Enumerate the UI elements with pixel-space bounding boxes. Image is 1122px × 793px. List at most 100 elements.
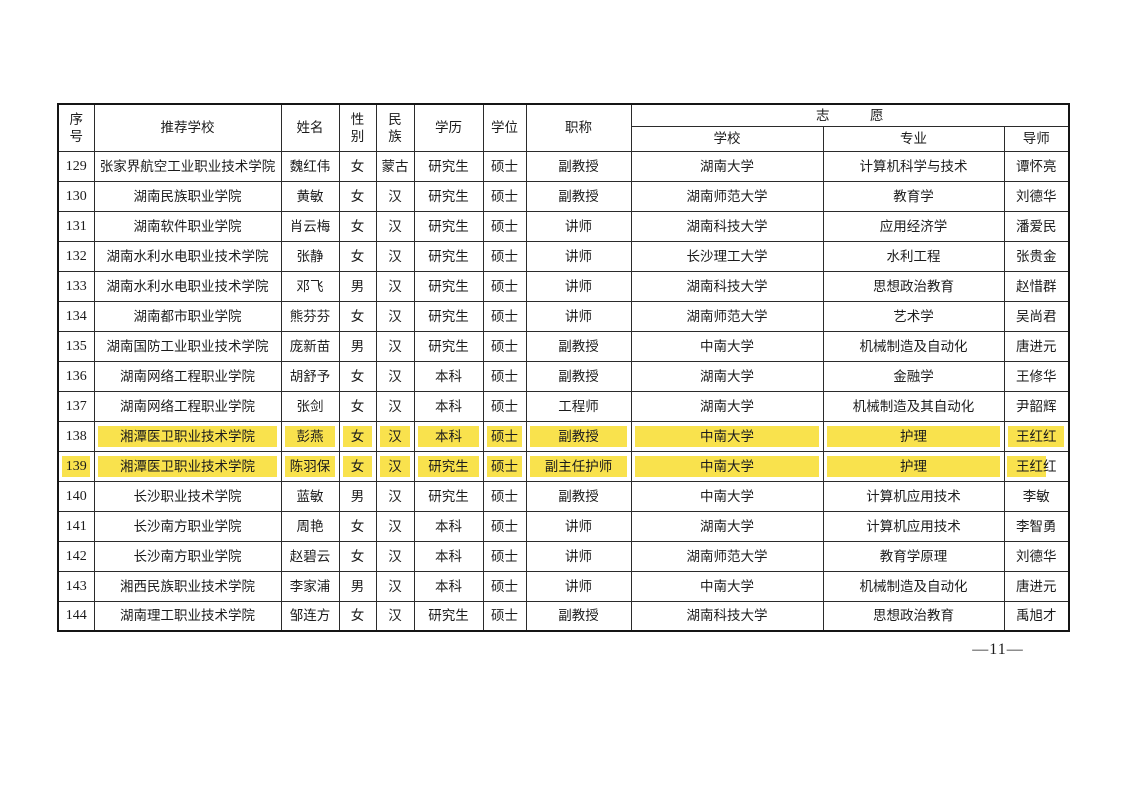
cell-wish-mentor: 赵惜群 [1003,270,1070,302]
cell-ethnicity: 汉 [375,480,415,512]
cell-education: 研究生 [413,240,484,272]
cell-school: 长沙南方职业学院 [93,540,282,572]
table-row: 142 长沙南方职业学院 赵碧云女汉本科 硕士 讲师 湖南师范大学 教育学原理 刘德华 [57,540,1070,572]
cell-degree: 硕士 [482,210,527,242]
cell-wish-school: 中南大学 [630,570,824,602]
cell-wish-mentor: 张贵金 [1003,240,1070,272]
cell-education: 研究生 [413,450,484,482]
cell-title: 副教授 [525,420,632,452]
table-row: 139 湘潭医卫职业技术学院 陈羽保女汉研究生 硕士 副主任护师 中南大学 护理 王红红 [57,450,1070,482]
cell-ethnicity: 汉 [375,420,415,452]
cell-wish-mentor: 李敏 [1003,480,1070,512]
cell-gender: 女 [338,540,377,572]
header-degree: 学位 [482,103,527,152]
cell-no: 135 [57,330,95,362]
cell-school: 湖南民族职业学院 [93,180,282,212]
cell-name: 陈羽保 [280,450,340,482]
cell-wish-major: 艺术学 [822,300,1005,332]
table-row: 132 湖南水利水电职业技术学院 张静女汉研究生 硕士 讲师 长沙理工大学 水利工程 张贵金 [57,240,1070,272]
cell-no: 138 [57,420,95,452]
cell-degree: 硕士 [482,540,527,572]
cell-title: 讲师 [525,570,632,602]
cell-no: 130 [57,180,95,212]
cell-ethnicity: 汉 [375,270,415,302]
table-row: 129 张家界航空工业职业技术学院 魏红伟女蒙古 研究生 硕士 副教授 湖南大学 计算机科学与… [57,150,1070,182]
cell-school: 张家界航空工业职业技术学院 [93,150,282,182]
cell-ethnicity: 蒙古 [375,150,415,182]
cell-name: 赵碧云 [280,540,340,572]
header-wish-major: 专业 [822,125,1005,152]
cell-degree: 硕士 [482,600,527,632]
table-row: 134 湖南都市职业学院 熊芬芬女汉研究生 硕士 讲师 湖南师范大学 艺术学 吴尚君 [57,300,1070,332]
cell-school: 湘潭医卫职业技术学院 [93,450,282,482]
cell-school: 湖南国防工业职业技术学院 [93,330,282,362]
cell-wish-mentor: 刘德华 [1003,540,1070,572]
cell-wish-mentor: 李智勇 [1003,510,1070,542]
page-number: —11— [972,641,1024,658]
cell-title: 副教授 [525,600,632,632]
cell-education: 研究生 [413,300,484,332]
cell-wish-major: 教育学 [822,180,1005,212]
cell-wish-school: 湖南大学 [630,390,824,422]
cell-wish-mentor: 王红红 [1003,420,1070,452]
cell-no: 144 [57,600,95,632]
cell-wish-mentor: 唐进元 [1003,570,1070,602]
cell-title: 讲师 [525,300,632,332]
cell-school: 湘潭医卫职业技术学院 [93,420,282,452]
cell-no: 140 [57,480,95,512]
cell-ethnicity: 汉 [375,390,415,422]
table-row: 140 长沙职业技术学院 蓝敏男汉研究生 硕士 副教授 中南大学 计算机应用技术 李敏 [57,480,1070,512]
cell-name: 庞新苗 [280,330,340,362]
cell-education: 本科 [413,510,484,542]
cell-ethnicity: 汉 [375,210,415,242]
cell-gender: 女 [338,510,377,542]
cell-wish-school: 湖南科技大学 [630,600,824,632]
cell-name: 邓飞 [280,270,340,302]
table-row: 131 湖南软件职业学院 肖云梅女汉研究生 硕士 讲师 湖南科技大学 应用经济学 潘爱民 [57,210,1070,242]
cell-degree: 硕士 [482,480,527,512]
cell-wish-mentor: 禹旭才 [1003,600,1070,632]
cell-ethnicity: 汉 [375,360,415,392]
cell-education: 本科 [413,390,484,422]
cell-title: 副主任护师 [525,450,632,482]
cell-school: 湖南水利水电职业技术学院 [93,240,282,272]
cell-gender: 女 [338,450,377,482]
cell-wish-mentor: 尹韶辉 [1003,390,1070,422]
cell-education: 研究生 [413,180,484,212]
cell-wish-mentor: 唐进元 [1003,330,1070,362]
cell-education: 本科 [413,570,484,602]
cell-wish-school: 湖南大学 [630,510,824,542]
cell-no: 133 [57,270,95,302]
cell-wish-mentor: 吴尚君 [1003,300,1070,332]
cell-degree: 硕士 [482,330,527,362]
cell-wish-school: 中南大学 [630,420,824,452]
cell-name: 胡舒予 [280,360,340,392]
cell-title: 副教授 [525,480,632,512]
cell-degree: 硕士 [482,360,527,392]
cell-ethnicity: 汉 [375,450,415,482]
cell-no: 137 [57,390,95,422]
cell-gender: 女 [338,600,377,632]
cell-no: 139 [57,450,95,482]
cell-education: 研究生 [413,150,484,182]
cell-gender: 男 [338,330,377,362]
cell-wish-school: 湖南师范大学 [630,180,824,212]
cell-education: 研究生 [413,330,484,362]
cell-degree: 硕士 [482,450,527,482]
cell-name: 邹连方 [280,600,340,632]
header-gender: 性 别 [338,103,377,152]
cell-no: 136 [57,360,95,392]
cell-wish-major: 金融学 [822,360,1005,392]
table-row: 130 湖南民族职业学院 黄敏女汉研究生 硕士 副教授 湖南师范大学 教育学 刘德华 [57,180,1070,212]
cell-school: 湖南网络工程职业学院 [93,360,282,392]
cell-wish-major: 护理 [822,450,1005,482]
cell-gender: 女 [338,180,377,212]
cell-degree: 硕士 [482,570,527,602]
cell-wish-mentor: 潘爱民 [1003,210,1070,242]
cell-title: 副教授 [525,150,632,182]
cell-name: 周艳 [280,510,340,542]
table-row: 141 长沙南方职业学院 周艳女汉本科 硕士 讲师 湖南大学 计算机应用技术 李智勇 [57,510,1070,542]
cell-degree: 硕士 [482,510,527,542]
cell-no: 132 [57,240,95,272]
cell-name: 蓝敏 [280,480,340,512]
